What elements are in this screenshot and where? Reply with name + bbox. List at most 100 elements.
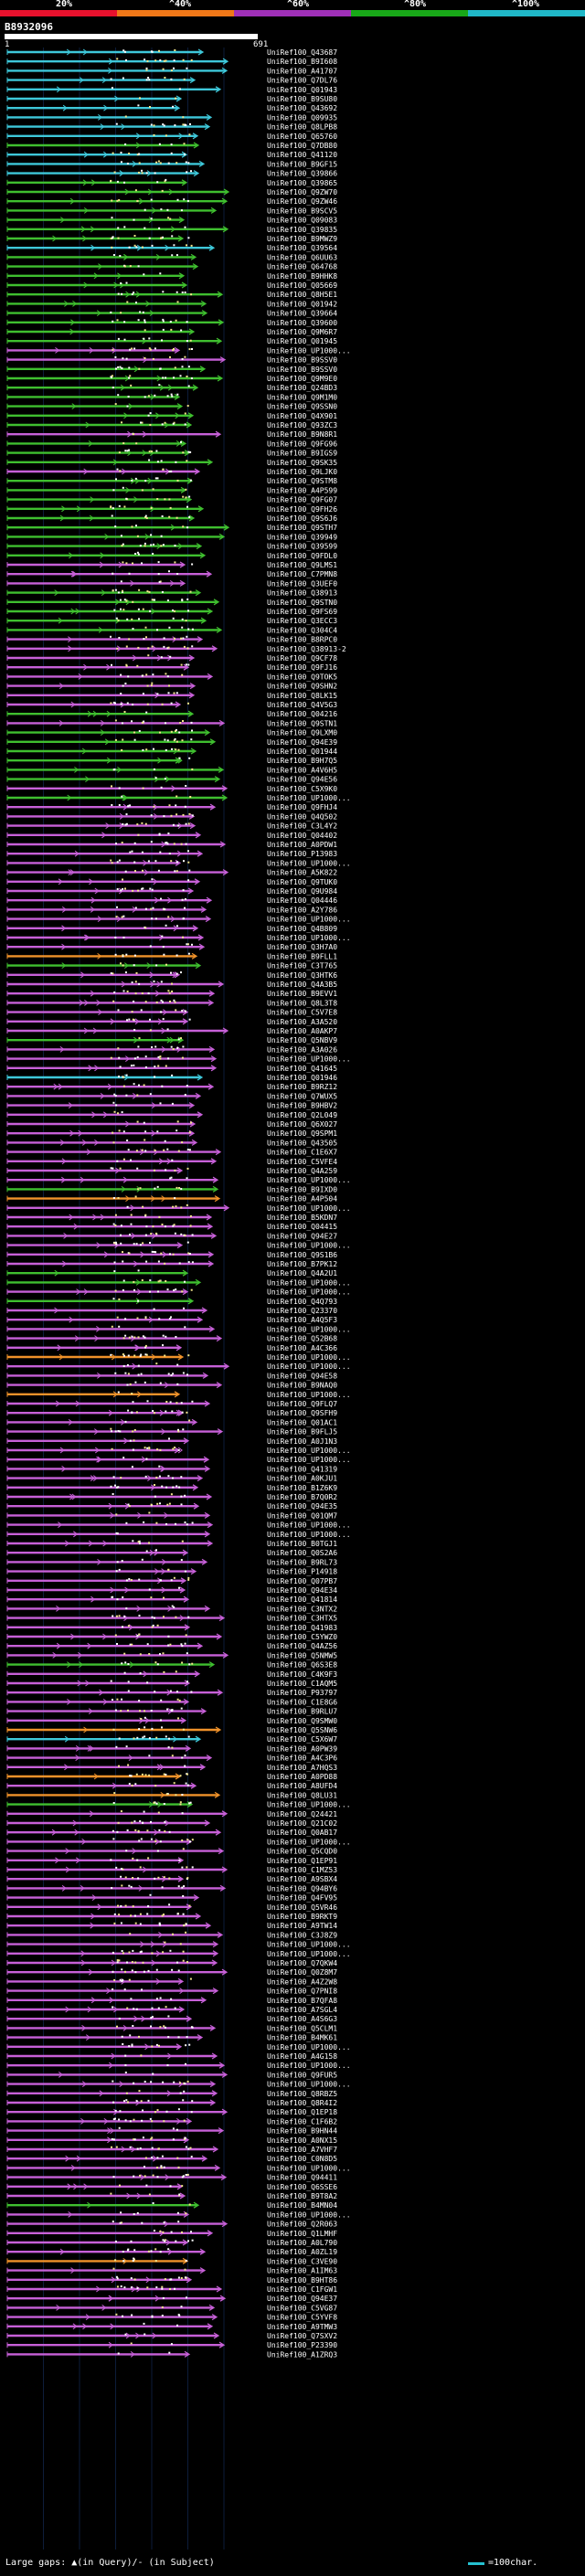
hit-row[interactable]: UniRef100_A9TW14 — [6, 1922, 337, 1930]
hit-row[interactable]: UniRef100_C3J8Z9 — [6, 1931, 337, 1939]
hit-id-label[interactable]: UniRef100_UP1000... — [267, 1950, 351, 1958]
hit-id-label[interactable]: UniRef100_Q94E56 — [267, 776, 337, 784]
hit-row[interactable]: UniRef100_B9RLU7 — [6, 1707, 337, 1716]
hit-row[interactable]: UniRef100_Q1LMHF — [6, 2230, 337, 2238]
hit-id-label[interactable]: UniRef100_B4MN04 — [267, 2201, 337, 2210]
hit-id-label[interactable]: UniRef100_B9N8R1 — [267, 430, 337, 439]
hit-id-label[interactable]: UniRef100_P23390 — [267, 2341, 337, 2349]
hit-id-label[interactable]: UniRef100_C1AQM5 — [267, 1680, 337, 1688]
hit-row[interactable]: UniRef100_C5VFE4 — [6, 1158, 337, 1166]
hit-id-label[interactable]: UniRef100_Q43692 — [267, 104, 337, 112]
hit-id-label[interactable]: UniRef100_Q94E34 — [267, 1586, 337, 1595]
hit-row[interactable]: UniRef100_Q94E56 — [6, 776, 337, 784]
hit-row[interactable]: UniRef100_A2Y786 — [6, 906, 337, 914]
hit-id-label[interactable]: UniRef100_Q39865 — [267, 179, 337, 187]
hit-row[interactable]: UniRef100_Q8L3T8 — [6, 999, 337, 1007]
hit-row[interactable]: UniRef100_B8RPC0 — [6, 636, 337, 644]
hit-row[interactable]: UniRef100_Q9SK35 — [6, 459, 337, 467]
hit-row[interactable]: UniRef100_Q94E34 — [6, 1586, 337, 1595]
hit-row[interactable]: UniRef100_UP1000... — [6, 916, 351, 924]
hit-id-label[interactable]: UniRef100_Q0AB17 — [267, 1829, 337, 1837]
hit-row[interactable]: UniRef100_Q9FDL0 — [6, 551, 337, 560]
hit-id-label[interactable]: UniRef100_Q09083 — [267, 217, 337, 225]
hit-row[interactable]: UniRef100_B0TGJ1 — [6, 1540, 337, 1548]
hit-id-label[interactable]: UniRef100_Q9SPM1 — [267, 1129, 337, 1138]
hit-row[interactable]: UniRef100_Q94E27 — [6, 1232, 337, 1240]
hit-row[interactable]: UniRef100_UP1000... — [6, 1288, 351, 1297]
hit-id-label[interactable]: UniRef100_C3HTX5 — [267, 1615, 337, 1623]
hit-id-label[interactable]: UniRef100_B9IGS9 — [267, 450, 337, 458]
hit-id-label[interactable]: UniRef100_Q7PNI8 — [267, 1988, 337, 1996]
hit-id-label[interactable]: UniRef100_Q9LXM0 — [267, 729, 337, 737]
hit-row[interactable]: UniRef100_Q9LXM0 — [6, 729, 337, 737]
hit-id-label[interactable]: UniRef100_UP1000... — [267, 1242, 351, 1250]
hit-row[interactable]: UniRef100_Q3UEF0 — [6, 579, 337, 588]
hit-row[interactable]: UniRef100_Q4A259 — [6, 1167, 337, 1175]
hit-id-label[interactable]: UniRef100_C5X9K0 — [267, 785, 337, 793]
hit-id-label[interactable]: UniRef100_Q4B809 — [267, 925, 337, 933]
hit-row[interactable]: UniRef100_A7HQS3 — [6, 1764, 337, 1772]
hit-row[interactable]: UniRef100_Q43687 — [6, 48, 337, 57]
hit-row[interactable]: UniRef100_Q3ECC3 — [6, 617, 337, 625]
hit-row[interactable]: UniRef100_B9IGS9 — [6, 449, 337, 458]
hit-id-label[interactable]: UniRef100_Q04402 — [267, 832, 337, 840]
hit-row[interactable]: UniRef100_B9T8A2 — [6, 2192, 337, 2200]
hit-row[interactable]: UniRef100_Q01945 — [6, 337, 337, 345]
hit-id-label[interactable]: UniRef100_P14918 — [267, 1568, 337, 1576]
hit-id-label[interactable]: UniRef100_B9T8A2 — [267, 2192, 337, 2200]
hit-row[interactable]: UniRef100_Q8H5E1 — [6, 291, 337, 299]
hit-row[interactable]: UniRef100_UP1000... — [6, 1949, 351, 1958]
hit-id-label[interactable]: UniRef100_UP1000... — [267, 2062, 351, 2070]
hit-row[interactable]: UniRef100_C5X6W7 — [6, 1735, 337, 1744]
hit-id-label[interactable]: UniRef100_B9I608 — [267, 58, 337, 66]
hit-id-label[interactable]: UniRef100_Q41983 — [267, 1624, 337, 1632]
hit-row[interactable]: UniRef100_Q4V5G3 — [6, 701, 337, 709]
hit-id-label[interactable]: UniRef100_Q8RBZ5 — [267, 2090, 337, 2098]
hit-id-label[interactable]: UniRef100_UP1000... — [267, 1801, 351, 1809]
hit-row[interactable]: UniRef100_Q5SNW6 — [6, 1726, 337, 1734]
hit-row[interactable]: UniRef100_Q9FS69 — [6, 608, 337, 616]
hit-row[interactable]: UniRef100_Q93ZC3 — [6, 421, 337, 429]
hit-id-label[interactable]: UniRef100_A7SGL4 — [267, 2006, 337, 2014]
hit-id-label[interactable]: UniRef100_UP1000... — [267, 1456, 351, 1464]
hit-id-label[interactable]: UniRef100_A7HQS3 — [267, 1764, 337, 1772]
hit-id-label[interactable]: UniRef100_A0L790 — [267, 2239, 337, 2247]
hit-id-label[interactable]: UniRef100_Q4FV95 — [267, 1894, 337, 1903]
hit-id-label[interactable]: UniRef100_Q05669 — [267, 281, 337, 290]
hit-row[interactable]: UniRef100_Q4FV95 — [6, 1894, 337, 1903]
hit-row[interactable]: UniRef100_Q07PB7 — [6, 1576, 337, 1585]
hit-id-label[interactable]: UniRef100_Q8H5E1 — [267, 291, 337, 299]
hit-id-label[interactable]: UniRef100_B1Z6K9 — [267, 1484, 337, 1492]
hit-row[interactable]: UniRef100_Q5NBV9 — [6, 1036, 337, 1044]
hit-row[interactable]: UniRef100_A4Q5F3 — [6, 1316, 337, 1324]
hit-row[interactable]: UniRef100_B9RL73 — [6, 1558, 337, 1566]
hit-id-label[interactable]: UniRef100_Q5CQD0 — [267, 1848, 337, 1856]
hit-row[interactable]: UniRef100_Q9SPM1 — [6, 1129, 337, 1138]
hit-row[interactable]: UniRef100_A3A026 — [6, 1045, 337, 1054]
hit-row[interactable]: UniRef100_Q4A2U1 — [6, 1269, 337, 1277]
hit-id-label[interactable]: UniRef100_Q7DB80 — [267, 142, 337, 150]
hit-row[interactable]: UniRef100_Q9LJK0 — [6, 468, 337, 476]
hit-id-label[interactable]: UniRef100_Q94411 — [267, 2174, 337, 2182]
hit-row[interactable]: UniRef100_Q9S6J6 — [6, 514, 337, 523]
hit-id-label[interactable]: UniRef100_Q41645 — [267, 1065, 337, 1073]
hit-row[interactable]: UniRef100_A5K822 — [6, 869, 337, 877]
hit-row[interactable]: UniRef100_B9HHK8 — [6, 272, 337, 281]
hit-row[interactable]: UniRef100_C1AQM5 — [6, 1680, 337, 1688]
hit-row[interactable]: UniRef100_Q39949 — [6, 533, 337, 541]
hit-id-label[interactable]: UniRef100_UP1000... — [267, 1362, 351, 1371]
hit-id-label[interactable]: UniRef100_B9SSV0 — [267, 356, 337, 365]
hit-row[interactable]: UniRef100_Q9STM8 — [6, 477, 337, 485]
hit-id-label[interactable]: UniRef100_Q9LJK0 — [267, 468, 337, 476]
hit-row[interactable]: UniRef100_UP1000... — [6, 1325, 351, 1333]
hit-row[interactable]: UniRef100_Q3HTK6 — [6, 971, 337, 980]
hit-id-label[interactable]: UniRef100_Q65760 — [267, 133, 337, 141]
hit-row[interactable]: UniRef100_B7PK12 — [6, 1260, 337, 1268]
hit-row[interactable]: UniRef100_B9HT86 — [6, 2275, 337, 2284]
hit-id-label[interactable]: UniRef100_Q94E58 — [267, 1372, 337, 1380]
hit-row[interactable]: UniRef100_Q0S2A6 — [6, 1549, 337, 1557]
hit-id-label[interactable]: UniRef100_A4S6G3 — [267, 2015, 337, 2023]
hit-row[interactable]: UniRef100_Q7WUX5 — [6, 1092, 337, 1100]
hit-row[interactable]: UniRef100_Q9STN1 — [6, 719, 337, 727]
hit-row[interactable]: UniRef100_Q94E58 — [6, 1372, 337, 1380]
